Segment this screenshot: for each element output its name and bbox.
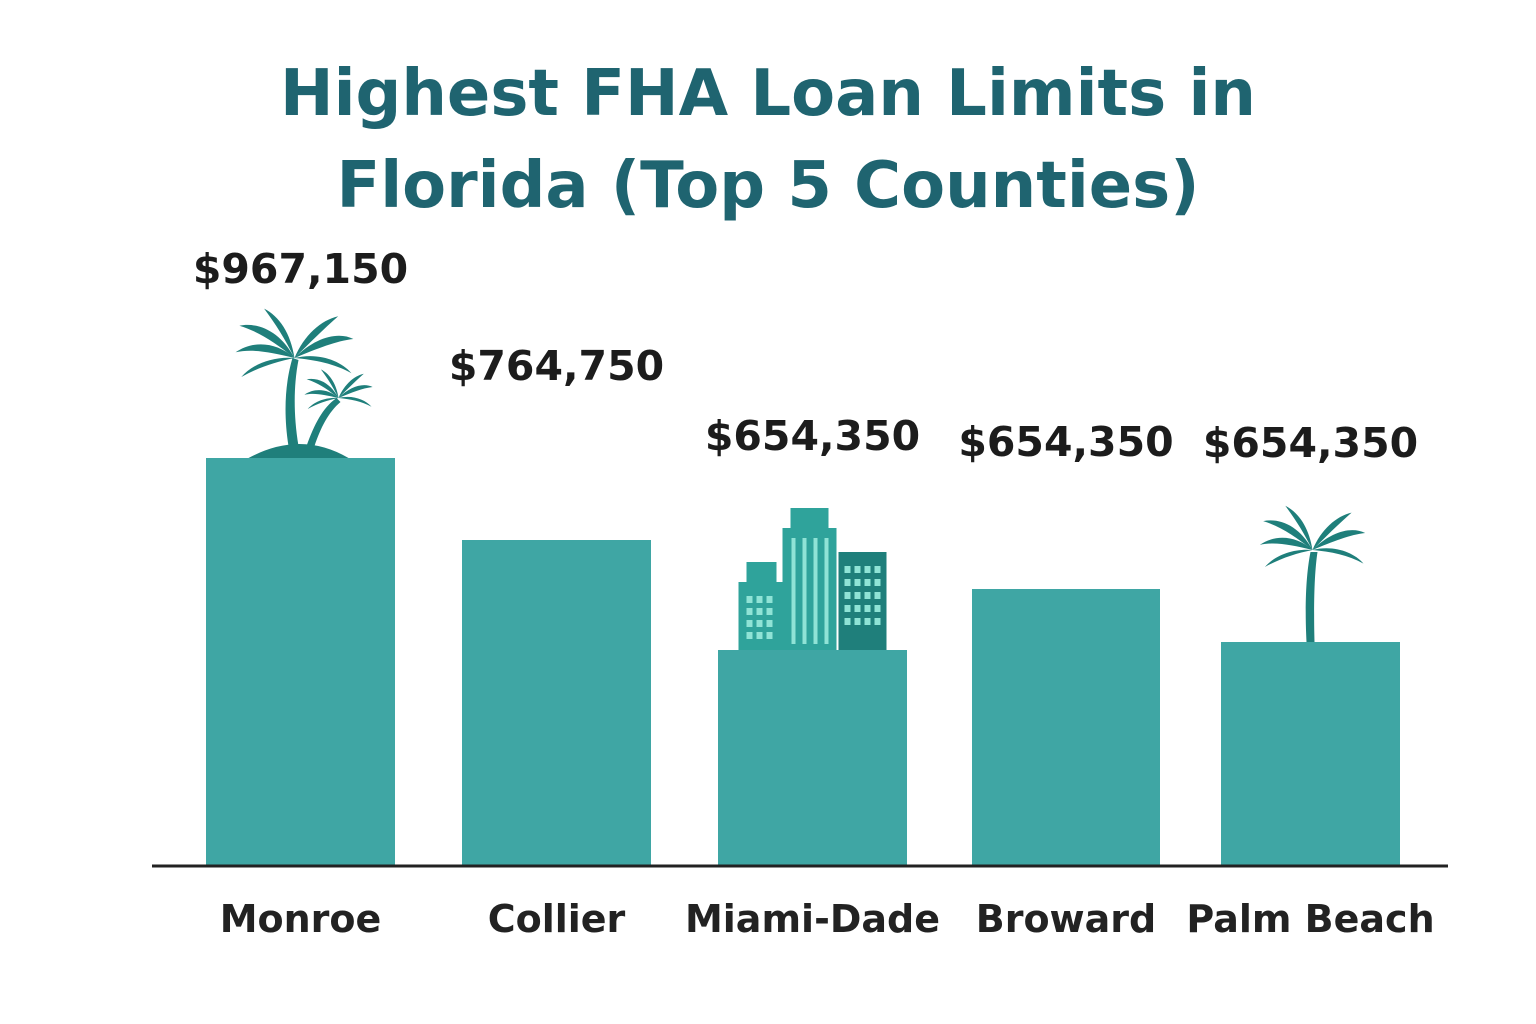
window	[746, 620, 753, 627]
palm-frond	[1264, 549, 1313, 567]
window	[874, 566, 881, 573]
bar-broward	[972, 589, 1160, 865]
window	[854, 592, 861, 599]
palm-frond	[338, 396, 372, 407]
palm-trunk	[285, 358, 299, 446]
palm-frond	[1263, 520, 1313, 550]
window-strip	[813, 538, 818, 644]
category-label: Palm Beach	[1186, 897, 1434, 941]
window	[746, 608, 753, 615]
category-label: Collier	[488, 897, 626, 941]
window	[756, 620, 763, 627]
window	[874, 592, 881, 599]
palm-frond	[235, 344, 295, 358]
window	[766, 632, 773, 639]
palm-frond	[304, 390, 339, 398]
window	[854, 605, 861, 612]
window	[766, 620, 773, 627]
window	[854, 566, 861, 573]
window	[844, 566, 851, 573]
palm-frond	[1312, 530, 1366, 550]
window	[864, 592, 871, 599]
value-label: $654,350	[958, 418, 1173, 466]
palm-frond	[338, 385, 373, 398]
skyscrapers-icon	[738, 508, 887, 650]
palm-frond	[241, 357, 295, 377]
palm-frond	[294, 356, 352, 374]
value-label: $764,750	[449, 342, 664, 390]
labels-layer: $967,150 Monroe $764,750 Collier $654,350 Mia…	[193, 245, 1435, 941]
category-label: Miami-Dade	[685, 897, 940, 941]
window	[844, 605, 851, 612]
value-label: $654,350	[705, 412, 920, 460]
window	[756, 632, 763, 639]
bar-collier	[462, 540, 651, 865]
window-strip	[791, 538, 796, 644]
value-label: $967,150	[193, 245, 408, 293]
bar-miami-dade	[718, 650, 907, 865]
chart-title-line1: Highest FHA Loan Limits in	[280, 57, 1256, 131]
window	[864, 618, 871, 625]
palm-tree-icon	[1259, 505, 1366, 642]
window	[864, 605, 871, 612]
window	[756, 596, 763, 603]
category-label: Broward	[976, 897, 1157, 941]
palm-frond	[307, 397, 339, 409]
window	[746, 596, 753, 603]
palm-frond	[1312, 548, 1364, 564]
window	[864, 579, 871, 586]
icons-layer	[235, 308, 1366, 650]
bars-layer	[206, 458, 1400, 865]
window	[844, 579, 851, 586]
category-label: Monroe	[220, 897, 382, 941]
palm-frond	[306, 378, 339, 398]
palm-trees-island-icon	[235, 308, 373, 458]
building-left	[738, 582, 783, 650]
palm-trunk	[1305, 552, 1318, 642]
palm-frond	[239, 324, 295, 358]
window	[874, 579, 881, 586]
value-label: $654,350	[1203, 419, 1418, 467]
window	[844, 618, 851, 625]
window	[844, 592, 851, 599]
window	[854, 579, 861, 586]
window	[766, 608, 773, 615]
bar-monroe	[206, 458, 395, 865]
bar-palm-beach	[1221, 642, 1400, 865]
window	[766, 596, 773, 603]
window	[874, 605, 881, 612]
window	[864, 566, 871, 573]
palm-frond	[1259, 537, 1313, 550]
window-strip	[802, 538, 807, 644]
chart-title-line2: Florida (Top 5 Counties)	[336, 149, 1200, 223]
palm-frond	[294, 335, 354, 358]
chart-title: Highest FHA Loan Limits in Florida (Top …	[0, 48, 1536, 232]
palm-trunk	[306, 398, 341, 446]
island-mound	[248, 444, 349, 458]
window	[746, 632, 753, 639]
window-strip	[824, 538, 829, 644]
window	[854, 618, 861, 625]
window	[756, 608, 763, 615]
window	[874, 618, 881, 625]
